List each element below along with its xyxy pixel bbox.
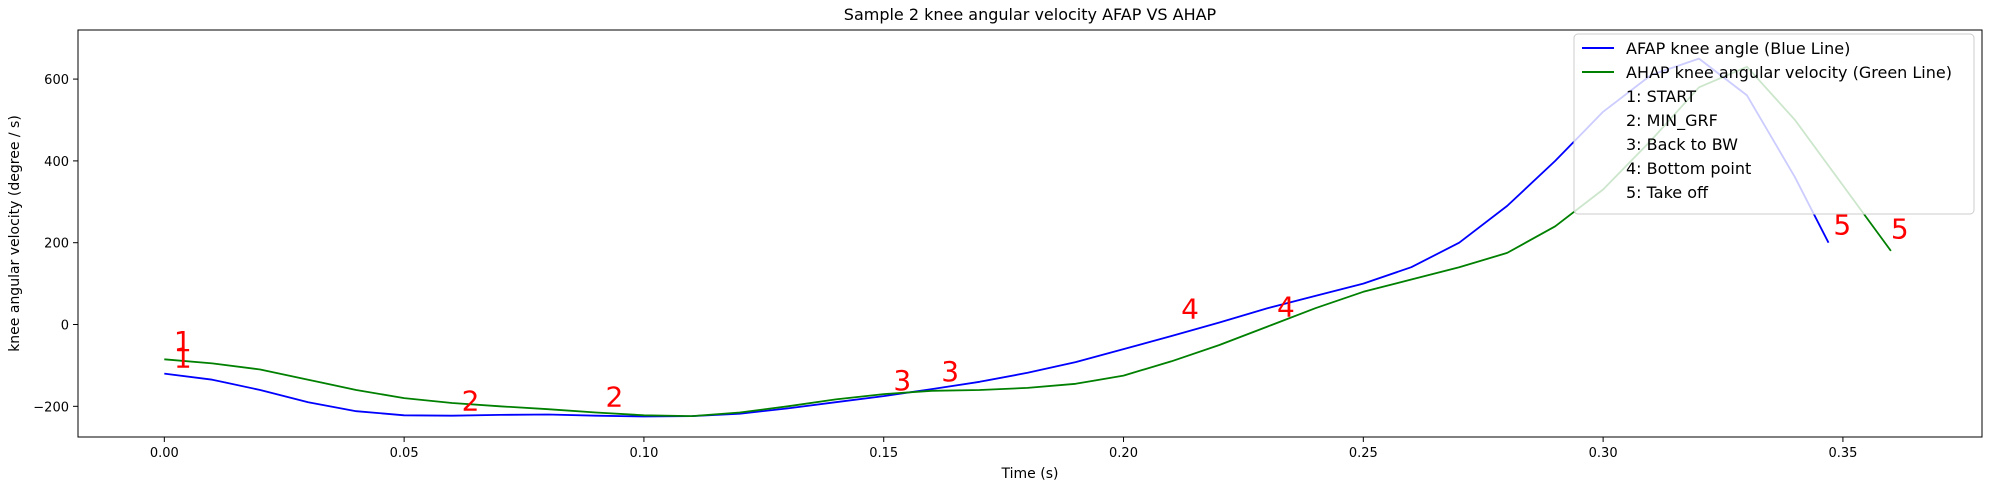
x-tick-label: 0.25: [1349, 446, 1378, 461]
y-tick-label: −200: [33, 400, 69, 415]
y-tick-label: 600: [44, 73, 69, 88]
x-tick-label: 0.30: [1589, 446, 1618, 461]
series-line-1: [164, 57, 1830, 418]
legend-box: [1573, 33, 1975, 215]
x-tick-label: 0.15: [869, 446, 898, 461]
legend-entry: AHAP knee angular velocity (Green Line): [1626, 63, 1952, 82]
annotation-label: 3: [893, 364, 911, 397]
y-axis-ticks: −200 0 200 400 600: [33, 73, 78, 415]
legend-entry: 1: START: [1626, 87, 1696, 106]
annotation-label: 1: [174, 341, 192, 374]
legend-entry: AFAP knee angle (Blue Line): [1626, 39, 1850, 58]
x-axis-ticks: 0.00 0.05 0.10 0.15 0.20 0.25 0.30 0.35: [150, 437, 1857, 461]
y-tick-label: 400: [44, 155, 69, 170]
annotations-group: 112 2 3 34 45 5: [174, 209, 1909, 418]
plot-frame: [77, 29, 1983, 438]
y-tick-label: 200: [44, 237, 69, 252]
x-axis-label: Time (s): [1001, 466, 1059, 482]
annotation-label: 5: [1891, 213, 1909, 246]
annotation-label: 4: [1181, 292, 1199, 325]
chart-title: Sample 2 knee angular velocity AFAP VS A…: [844, 5, 1217, 24]
x-tick-label: 0.10: [629, 446, 658, 461]
x-tick-label: 0.20: [1109, 446, 1138, 461]
annotation-label: 3: [941, 355, 959, 388]
annotation-label: 5: [1833, 209, 1851, 242]
legend-entry: 5: Take off: [1626, 183, 1709, 202]
x-tick-label: 0.05: [390, 446, 419, 461]
legend-entry: 3: Back to BW: [1626, 135, 1738, 154]
legend-entry: 2: MIN_GRF: [1626, 111, 1718, 131]
y-axis-label: knee angular velocity (degree / s): [7, 115, 23, 352]
legend-entry: 4: Bottom point: [1626, 159, 1751, 178]
annotation-label: 4: [1277, 290, 1295, 323]
x-tick-label: 0.35: [1828, 446, 1857, 461]
legend: AFAP knee angle (Blue Line) AHAP knee ang…: [1573, 33, 1975, 215]
annotation-label: 2: [462, 384, 480, 417]
x-tick-label: 0.00: [150, 446, 179, 461]
annotation-label: 2: [606, 380, 624, 413]
plot-area: [77, 29, 1983, 438]
y-tick-label: 0: [61, 319, 69, 334]
annotation-label: 1: [174, 325, 192, 358]
